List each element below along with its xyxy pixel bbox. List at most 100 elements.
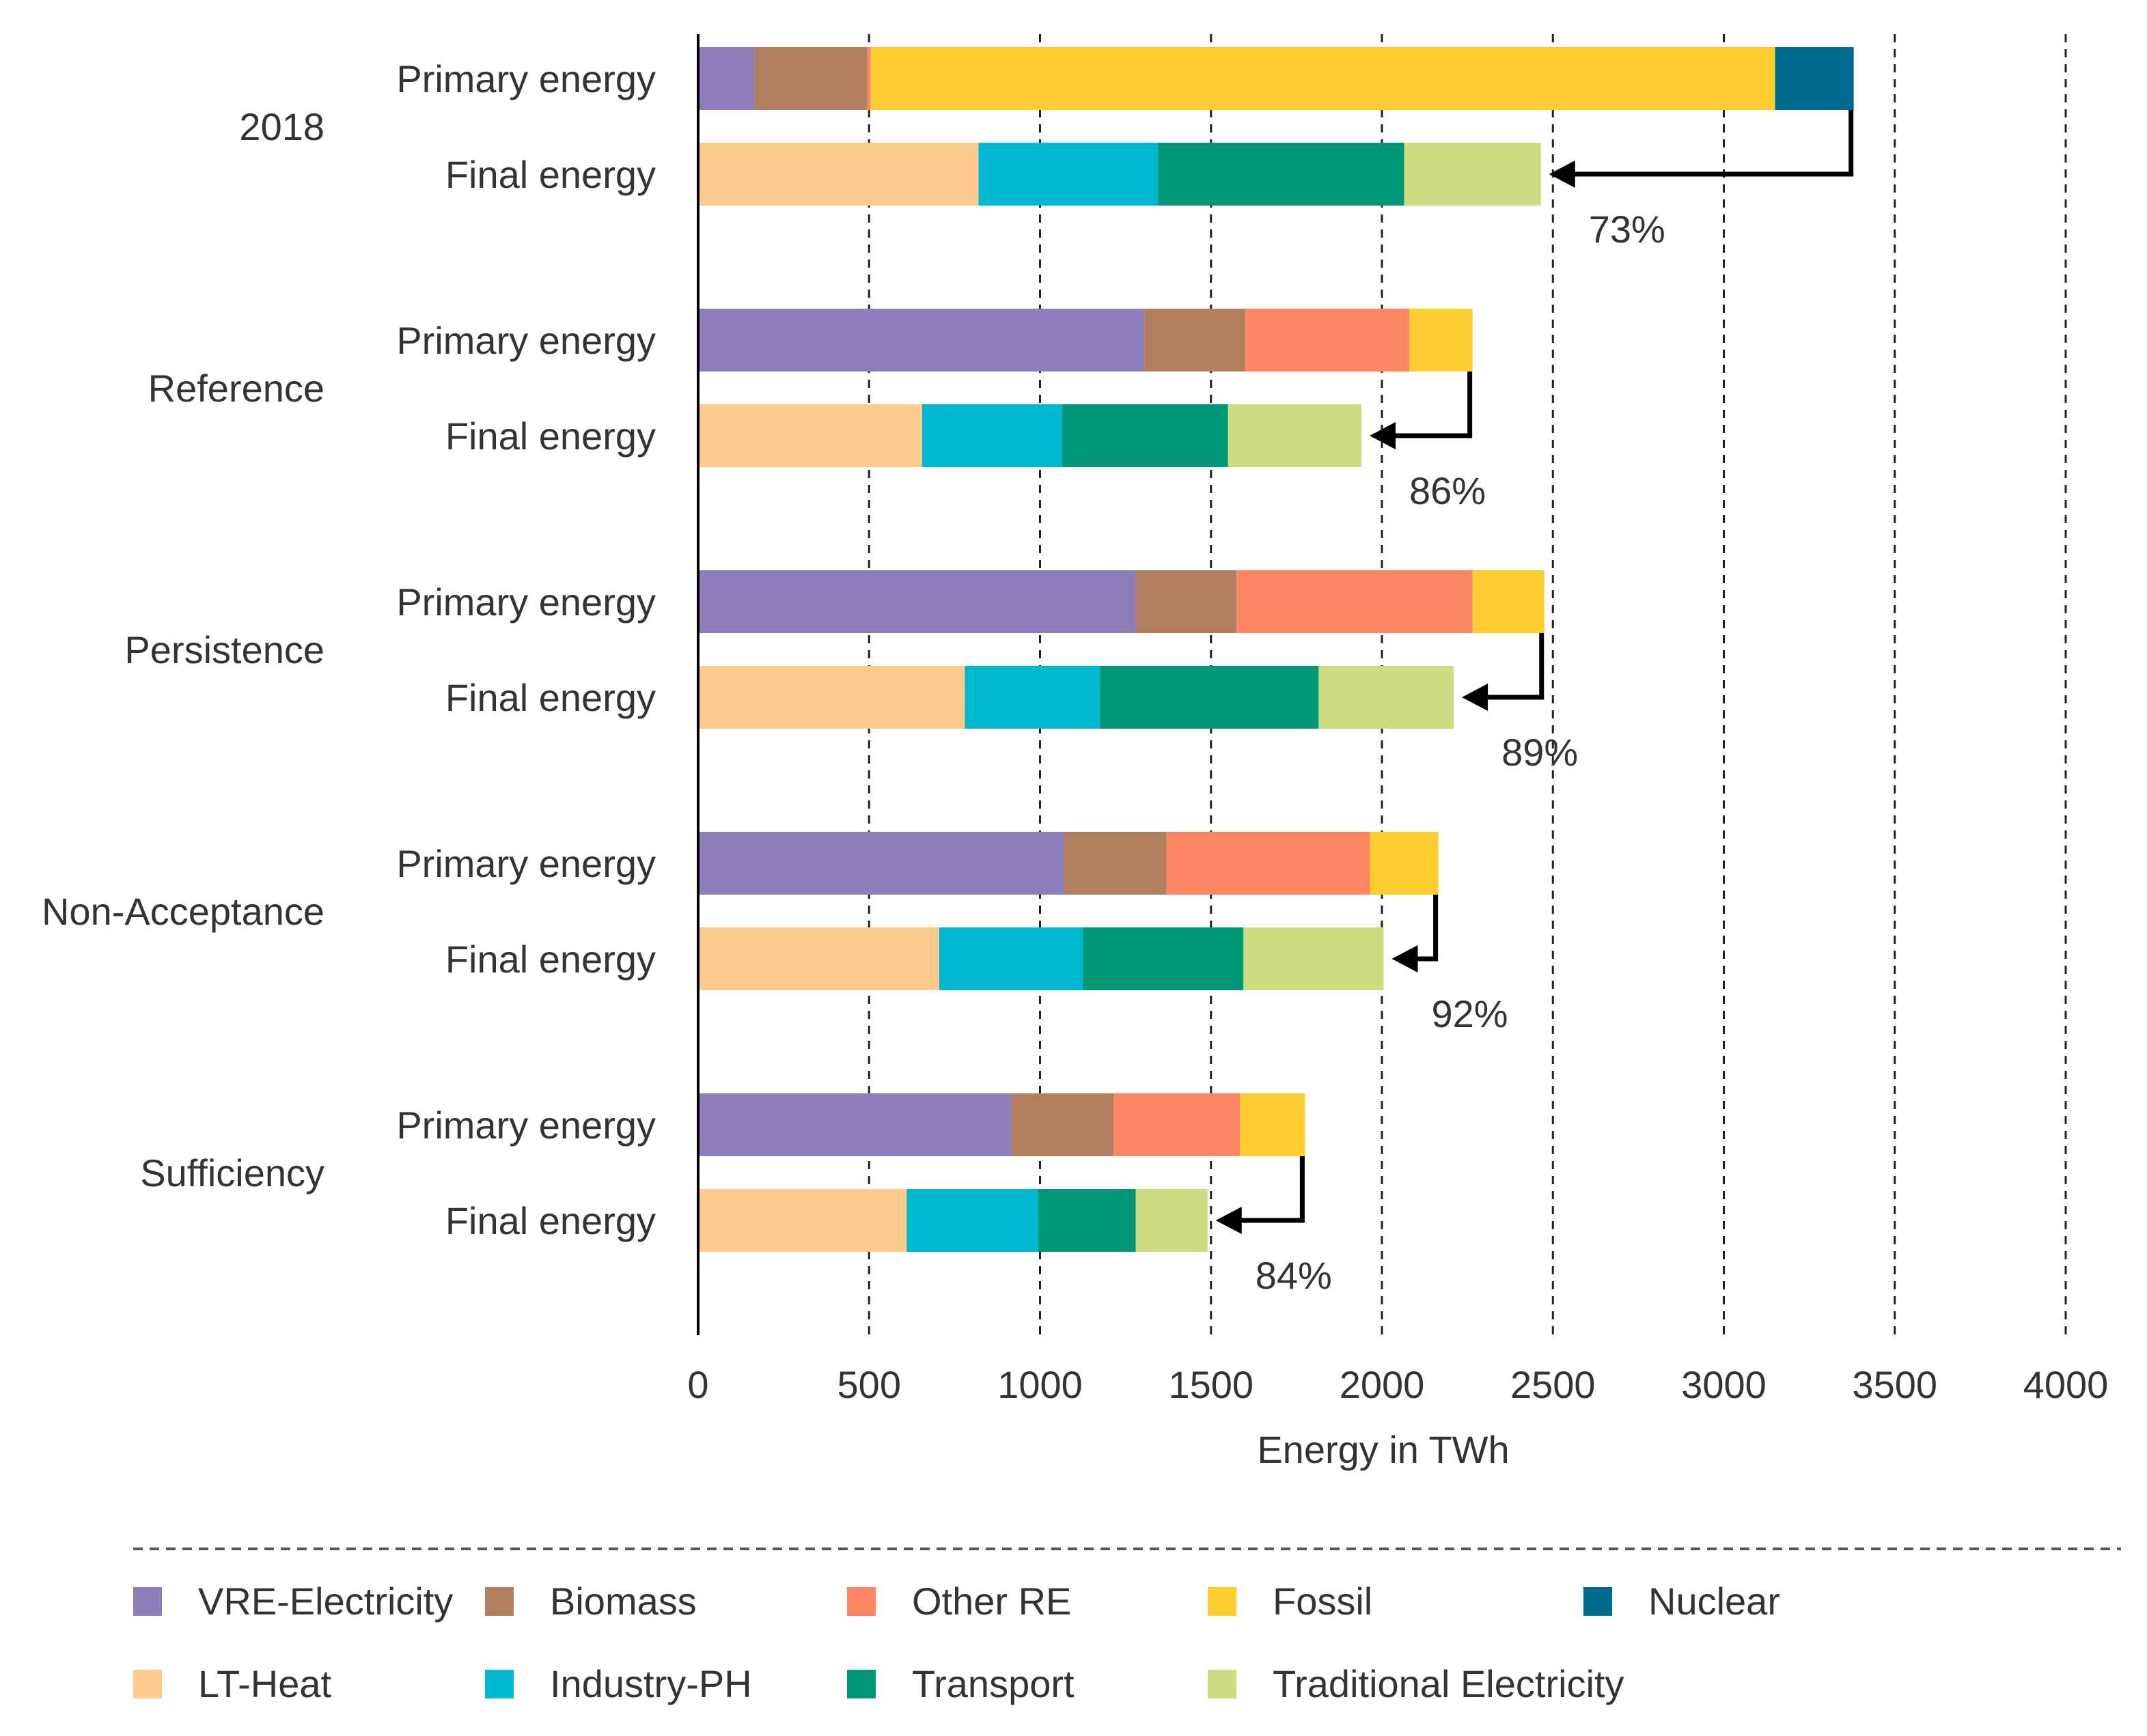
bar-segment-primary <box>698 832 1064 895</box>
bar-segment-final <box>939 927 1083 990</box>
bar-segment-final <box>978 143 1159 206</box>
bar-segment-primary <box>698 570 1136 633</box>
bar-segment-primary <box>1245 309 1410 372</box>
bar-segment-final <box>698 1189 907 1252</box>
bar-segment-final <box>1228 404 1361 467</box>
bar-segment-final <box>698 404 922 467</box>
legend: VRE-Electricity Biomass Other RE Fossil Nucl… <box>133 1580 1780 1705</box>
x-tick-label: 500 <box>837 1363 901 1406</box>
bar-segment-final <box>1135 1189 1208 1252</box>
bar-segment-primary <box>754 47 868 110</box>
scenario-label: 2018 <box>239 105 324 148</box>
efficiency-arrow <box>1389 372 1473 438</box>
legend-label: Fossil <box>1273 1580 1372 1623</box>
x-tick-label: 1000 <box>997 1363 1083 1406</box>
efficiency-arrow <box>1412 895 1439 962</box>
legend-swatch <box>1208 1670 1236 1698</box>
bar-segment-primary <box>1775 47 1854 110</box>
row-label-final: Final energy <box>445 1199 656 1242</box>
legend-swatch <box>133 1670 162 1698</box>
bar-segment-primary <box>1166 832 1370 895</box>
scenario-label: Reference <box>148 367 324 410</box>
efficiency-label: 89% <box>1501 731 1578 774</box>
row-label-final: Final energy <box>445 415 656 458</box>
row-labels: 2018 Primary energy Final energy Reference P… <box>42 57 656 1242</box>
bar-segment-final <box>1243 927 1384 990</box>
bar-segment-primary <box>1113 1093 1241 1156</box>
legend-swatch <box>485 1670 514 1698</box>
scenario-label: Persistence <box>124 628 324 671</box>
row-label-primary: Primary energy <box>396 842 656 885</box>
bar-segment-final <box>1158 143 1404 206</box>
bar-segment-primary <box>1064 832 1167 895</box>
bar-segment-final <box>1318 666 1454 729</box>
bar-segment-primary <box>867 47 871 110</box>
row-label-final: Final energy <box>445 938 656 981</box>
bar-segment-primary <box>1472 570 1545 633</box>
scenario-label: Sufficiency <box>140 1151 324 1194</box>
x-tick-label: 4000 <box>2023 1363 2109 1406</box>
legend-label: Traditional Electricity <box>1273 1662 1624 1705</box>
bar-segment-final <box>698 927 939 990</box>
legend-swatch <box>1208 1587 1236 1616</box>
legend-swatch <box>1583 1587 1612 1616</box>
bar-segment-final <box>1038 1189 1136 1252</box>
bar-segment-primary <box>1144 309 1245 372</box>
bar-segment-final <box>698 143 979 206</box>
bar-segment-final <box>922 404 1063 467</box>
row-label-primary: Primary energy <box>396 319 656 362</box>
legend-label: VRE-Electricity <box>198 1580 453 1623</box>
bar-segment-final <box>965 666 1100 729</box>
legend-swatch <box>847 1587 876 1616</box>
bar-segment-final <box>906 1189 1038 1252</box>
efficiency-arrow <box>1569 110 1854 177</box>
scenario-label: Non-Acceptance <box>42 890 324 933</box>
bar-segment-primary <box>698 47 755 110</box>
efficiency-label: 92% <box>1432 992 1508 1035</box>
bar-segment-final <box>1100 666 1319 729</box>
bar-segment-final <box>1404 143 1541 206</box>
legend-label: Nuclear <box>1648 1580 1780 1623</box>
bars <box>698 47 1854 1252</box>
bar-segment-primary <box>1240 1093 1305 1156</box>
legend-swatch <box>485 1587 514 1616</box>
row-label-primary: Primary energy <box>396 57 656 100</box>
x-tick-label: 2000 <box>1340 1363 1425 1406</box>
x-tick-label: 0 <box>687 1363 708 1406</box>
legend-label: Biomass <box>550 1580 697 1623</box>
bar-segment-final <box>1083 927 1244 990</box>
efficiency-arrowhead <box>1391 945 1418 972</box>
bar-segment-primary <box>870 47 1775 110</box>
efficiency-label: 84% <box>1256 1254 1332 1297</box>
efficiency-label: 73% <box>1589 208 1665 251</box>
bar-segment-primary <box>1370 832 1439 895</box>
x-tick-label: 3000 <box>1681 1363 1767 1406</box>
efficiency-arrowhead <box>1549 160 1575 188</box>
bar-segment-final <box>1062 404 1228 467</box>
row-label-primary: Primary energy <box>396 580 656 624</box>
x-axis: Energy in TWh 0 500 1000 1500 2000 2500 3000 35… <box>687 34 2108 1471</box>
row-label-final: Final energy <box>445 153 656 196</box>
efficiency-arrowhead <box>1215 1207 1242 1234</box>
legend-label: LT-Heat <box>198 1662 331 1705</box>
row-label-final: Final energy <box>445 676 656 719</box>
legend-label: Industry-PH <box>550 1662 752 1705</box>
x-tick-label: 3500 <box>1852 1363 1937 1406</box>
bar-segment-primary <box>698 309 1145 372</box>
bar-segment-primary <box>1135 570 1237 633</box>
legend-swatch <box>133 1587 162 1616</box>
efficiency-arrowhead <box>1369 422 1396 449</box>
legend-label: Other RE <box>912 1580 1071 1623</box>
legend-swatch <box>847 1670 876 1698</box>
efficiency-label: 86% <box>1409 469 1486 512</box>
efficiency-arrows: 73% 86% 89% 92% 84% <box>1215 110 1854 1297</box>
bar-segment-primary <box>1010 1093 1114 1156</box>
x-tick-label: 2500 <box>1510 1363 1596 1406</box>
efficiency-arrow <box>1236 1156 1305 1223</box>
bar-segment-primary <box>1409 309 1473 372</box>
x-tick-label: 1500 <box>1168 1363 1253 1406</box>
bar-segment-final <box>698 666 965 729</box>
efficiency-arrow <box>1482 633 1545 700</box>
